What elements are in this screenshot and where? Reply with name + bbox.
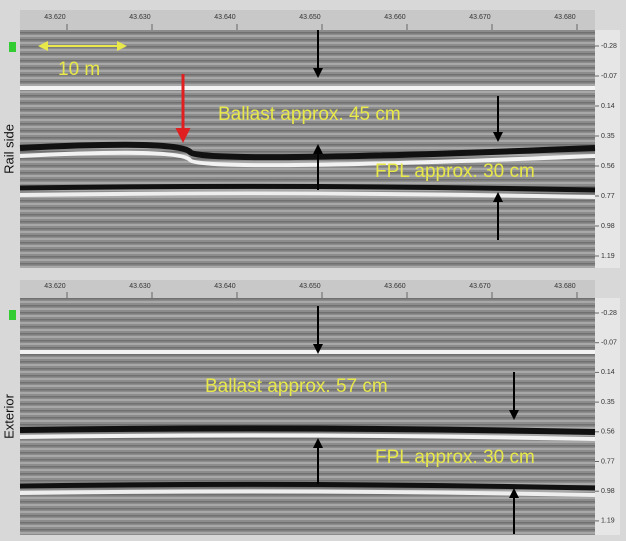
depth-tick-label: -0.07 xyxy=(601,73,617,80)
side-label: Exterior xyxy=(1,393,16,438)
depth-tick-label: 0.77 xyxy=(601,193,615,200)
x-tick-label: 43.640 xyxy=(214,14,236,21)
x-tick-label: 43.650 xyxy=(299,14,321,21)
reflection xyxy=(20,428,595,432)
depth-tick-label: 0.14 xyxy=(601,369,615,376)
x-tick-label: 43.650 xyxy=(299,283,321,290)
depth-tick-label: 0.98 xyxy=(601,223,615,230)
x-tick-label: 43.680 xyxy=(554,14,576,21)
annotation: Ballast approx. 45 cm xyxy=(218,104,401,125)
depth-tick-label: 0.56 xyxy=(601,429,615,436)
depth-tick-label: 0.35 xyxy=(601,133,615,140)
annotation: FPL approx. 30 cm xyxy=(375,447,535,468)
x-tick-label: 43.620 xyxy=(44,14,66,21)
reflection xyxy=(20,350,595,354)
depth-tick-label: 0.56 xyxy=(601,163,615,170)
x-tick-label: 43.660 xyxy=(384,14,406,21)
annotation: FPL approx. 30 cm xyxy=(375,161,535,182)
marker-icon xyxy=(9,310,16,320)
x-tick-label: 43.680 xyxy=(554,283,576,290)
depth-strip xyxy=(595,30,620,268)
depth-tick-label: 0.14 xyxy=(601,103,615,110)
marker-icon xyxy=(9,42,16,52)
x-tick-label: 43.670 xyxy=(469,14,491,21)
x-tick-label: 43.620 xyxy=(44,283,66,290)
depth-tick-label: 0.35 xyxy=(601,399,615,406)
reflection xyxy=(20,86,595,90)
side-label: Rail side xyxy=(1,124,16,174)
annotation: Ballast approx. 57 cm xyxy=(205,376,388,397)
x-tick-label: 43.630 xyxy=(129,283,151,290)
x-tick-label: 43.670 xyxy=(469,283,491,290)
radargram-figure: 10 m Rail side 43.620 43.630 43.640 43.650 43… xyxy=(0,0,626,541)
x-tick-label: 43.640 xyxy=(214,283,236,290)
depth-tick-label: 0.98 xyxy=(601,488,615,495)
depth-tick-label: -0.28 xyxy=(601,43,617,50)
depth-tick-label: 1.19 xyxy=(601,518,615,525)
depth-tick-label: 1.19 xyxy=(601,253,615,260)
x-tick-label: 43.630 xyxy=(129,14,151,21)
scale-label: 10 m xyxy=(58,59,100,80)
depth-tick-label: -0.07 xyxy=(601,340,617,347)
x-tick-label: 43.660 xyxy=(384,283,406,290)
depth-tick-label: 0.77 xyxy=(601,458,615,465)
depth-strip xyxy=(595,298,620,535)
radargram xyxy=(20,298,595,535)
depth-tick-label: -0.28 xyxy=(601,310,617,317)
